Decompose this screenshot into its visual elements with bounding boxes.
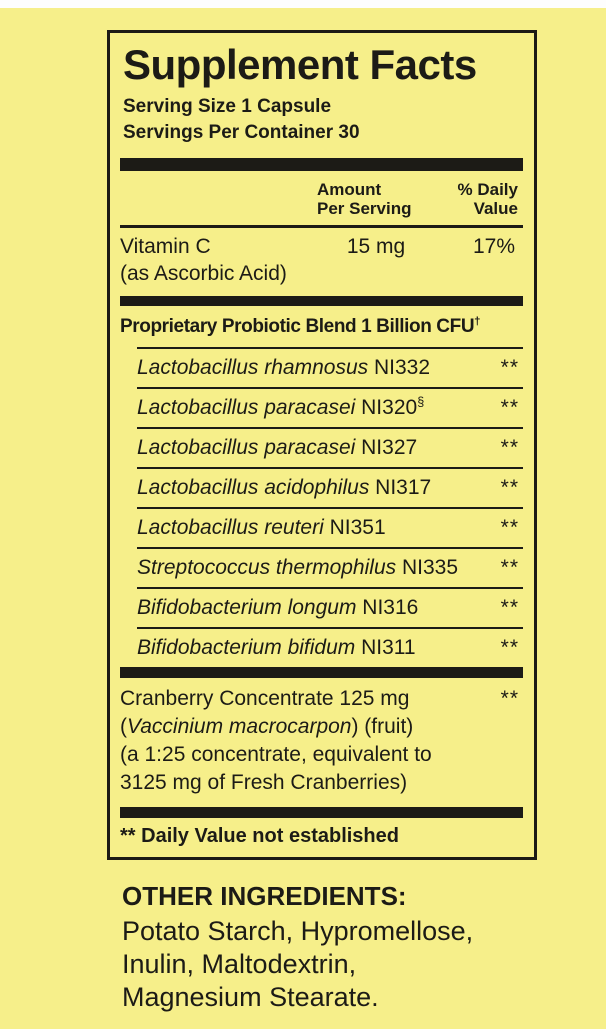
strain-name: Lactobacillus acidophilus NI317	[137, 477, 431, 499]
amount-header-line1: Amount	[317, 180, 382, 199]
supplement-facts-panel: Supplement Facts Serving Size 1 Capsule …	[107, 30, 537, 860]
dv-header-line2: Value	[473, 199, 518, 218]
strain-daily-value: **	[500, 436, 519, 459]
species-name: Bifidobacterium longum	[137, 596, 357, 619]
vitamin-c-row: Vitamin C (as Ascorbic Acid) 15 mg 17%	[120, 228, 523, 296]
strain-row: Bifidobacterium bifidum NI311 **	[137, 627, 523, 667]
vitamin-c-daily-value: 17%	[472, 235, 515, 258]
strain-name: Lactobacillus paracasei NI320§	[137, 395, 425, 419]
strain-name: Lactobacillus reuteri NI351	[137, 517, 386, 539]
strain-daily-value: **	[500, 396, 519, 419]
strain-code: NI317	[375, 476, 432, 499]
cranberry-name: Cranberry Concentrate 125 mg	[120, 687, 410, 710]
strain-row: Lactobacillus paracasei NI327 **	[137, 427, 523, 467]
strain-row: Lactobacillus reuteri NI351 **	[137, 507, 523, 547]
strain-name: Lactobacillus paracasei NI327	[137, 437, 417, 459]
blend-heading-text: Proprietary Probiotic Blend 1 Billion CF…	[120, 316, 475, 337]
cranberry-daily-value: **	[500, 687, 519, 710]
paren-open: (	[120, 715, 127, 738]
species-name: Lactobacillus reuteri	[137, 516, 324, 539]
thick-divider-bar	[120, 667, 523, 678]
species-name: Streptococcus thermophilus	[137, 556, 397, 579]
amount-per-serving-header: Amount Per Serving	[317, 180, 435, 218]
thick-divider-bar	[120, 296, 523, 306]
paren-close: ) (fruit)	[351, 715, 414, 738]
section-superscript: §	[417, 395, 425, 409]
nutrient-form: (as Ascorbic Acid)	[120, 262, 287, 285]
vitamin-c-name: Vitamin C (as Ascorbic Acid)	[120, 233, 317, 287]
other-ingredients-line: Inulin, Maltodextrin,	[122, 949, 357, 979]
species-name: Lactobacillus acidophilus	[137, 476, 370, 499]
strain-daily-value: **	[500, 556, 519, 579]
strain-name: Lactobacillus rhamnosus NI332	[137, 357, 430, 379]
strain-code: NI351	[329, 516, 386, 539]
strain-daily-value: **	[500, 636, 519, 659]
cranberry-latin-line: (Vaccinium macrocarpon) (fruit)	[120, 715, 413, 738]
cranberry-row: Cranberry Concentrate 125 mg (Vaccinium …	[120, 678, 523, 807]
column-header-spacer	[120, 180, 317, 218]
dagger-superscript: †	[474, 315, 481, 328]
other-ingredients-line: Potato Starch, Hypromellose,	[122, 916, 474, 946]
strain-name: Bifidobacterium longum NI316	[137, 597, 418, 619]
top-white-strip	[0, 0, 606, 8]
species-name: Bifidobacterium bifidum	[137, 636, 356, 659]
strain-code: NI335	[401, 556, 459, 579]
species-name: Lactobacillus rhamnosus	[137, 356, 369, 379]
amount-header-line2: Per Serving	[317, 199, 412, 218]
strain-daily-value: **	[500, 596, 519, 619]
cranberry-text: Cranberry Concentrate 125 mg (Vaccinium …	[120, 685, 501, 797]
serving-size-line: Serving Size 1 Capsule	[123, 96, 332, 117]
strain-daily-value: **	[500, 516, 519, 539]
strain-code: NI311	[361, 636, 416, 659]
thick-divider-bar	[120, 158, 523, 171]
strain-code: NI316	[362, 596, 419, 619]
proprietary-blend-heading: Proprietary Probiotic Blend 1 Billion CF…	[120, 316, 523, 338]
vitamin-c-amount: 15 mg	[346, 235, 406, 258]
strain-row: Lactobacillus rhamnosus NI332 **	[137, 347, 523, 387]
dv-header-line1: % Daily	[457, 180, 518, 199]
strain-code: NI332	[373, 356, 431, 379]
strain-code: NI320	[361, 396, 418, 419]
strain-name: Streptococcus thermophilus NI335	[137, 557, 458, 579]
column-headers: Amount Per Serving % Daily Value	[120, 171, 523, 218]
strain-name: Bifidobacterium bifidum NI311	[137, 637, 416, 659]
thick-divider-bar	[120, 807, 523, 818]
strain-row: Lactobacillus paracasei NI320§ **	[137, 387, 523, 427]
other-ingredients-section: OTHER INGREDIENTS: Potato Starch, Hyprom…	[122, 880, 606, 1014]
panel-title: Supplement Facts	[123, 41, 477, 88]
nutrient-name: Vitamin C	[120, 235, 211, 258]
species-name: Lactobacillus paracasei	[137, 396, 356, 419]
cranberry-detail-2: 3125 mg of Fresh Cranberries)	[120, 771, 408, 794]
daily-value-header: % Daily Value	[435, 180, 523, 218]
strain-daily-value: **	[500, 356, 519, 379]
probiotic-strain-list: Lactobacillus rhamnosus NI332 ** Lactoba…	[137, 347, 523, 667]
servings-per-container-line: Servings Per Container 30	[123, 122, 360, 143]
strain-code: NI327	[361, 436, 418, 459]
strain-row: Lactobacillus acidophilus NI317 **	[137, 467, 523, 507]
strain-row: Bifidobacterium longum NI316 **	[137, 587, 523, 627]
header-rule	[120, 225, 523, 228]
other-ingredients-line: Magnesium Stearate.	[122, 982, 379, 1012]
species-name: Lactobacillus paracasei	[137, 436, 356, 459]
strain-daily-value: **	[500, 476, 519, 499]
other-ingredients-heading: OTHER INGREDIENTS:	[122, 881, 407, 911]
cranberry-detail-1: (a 1:25 concentrate, equivalent to	[120, 743, 432, 766]
daily-value-footnote: ** Daily Value not established	[120, 825, 399, 847]
latin-binomial: Vaccinium macrocarpon	[127, 715, 352, 738]
strain-row: Streptococcus thermophilus NI335 **	[137, 547, 523, 587]
